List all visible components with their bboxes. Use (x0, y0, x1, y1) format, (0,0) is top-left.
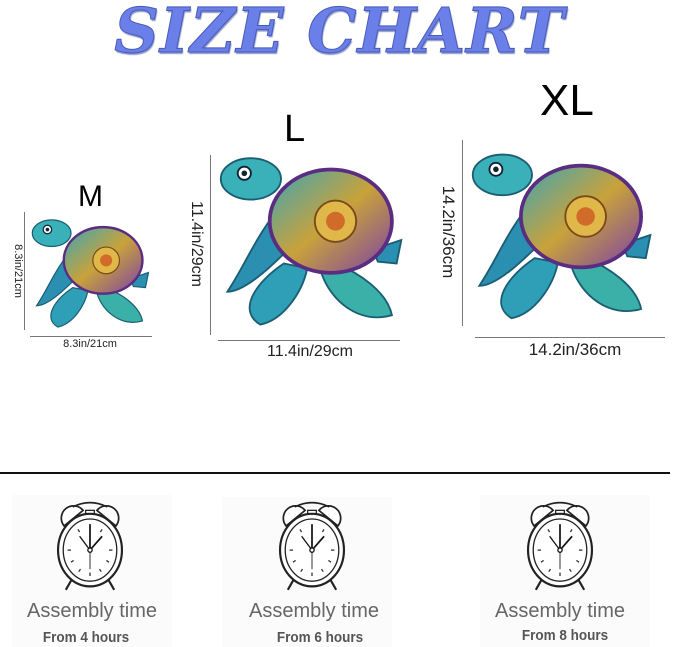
width-label-xl: 14.2in/36cm (528, 340, 622, 359)
size-label-m: M (78, 180, 103, 213)
assembly-label-l: Assembly time (248, 600, 380, 622)
width-line-l (218, 340, 400, 341)
alarm-clock-icon (267, 500, 357, 595)
width-line-m (30, 336, 152, 337)
turtle-xl-image (470, 145, 655, 325)
height-line-m (24, 212, 25, 330)
divider (0, 472, 670, 474)
assembly-label-m: Assembly time (26, 600, 158, 622)
assembly-time-xl: From 8 hours (521, 627, 609, 644)
page-title: SIZE CHART (114, 0, 565, 68)
height-line-xl (462, 140, 463, 326)
assembly-time-l: From 6 hours (276, 629, 364, 646)
turtle-l-image (218, 150, 406, 330)
assembly-time-m: From 4 hours (42, 629, 130, 646)
height-label-xl: 14.2in/36cm (439, 185, 458, 279)
size-label-l: L (284, 108, 306, 150)
alarm-clock-icon (515, 500, 605, 595)
height-label-l: 11.4in/29cm (188, 201, 205, 287)
alarm-clock-icon (45, 500, 135, 595)
height-label-m: 8.3in/21cm (12, 244, 24, 298)
width-line-xl (475, 337, 665, 338)
size-label-xl: XL (540, 76, 594, 125)
height-line-l (210, 155, 211, 335)
width-label-l: 11.4in/29cm (267, 343, 353, 360)
width-label-m: 8.3in/21cm (63, 338, 117, 350)
assembly-label-xl: Assembly time (494, 600, 626, 622)
turtle-m-image (30, 215, 152, 330)
